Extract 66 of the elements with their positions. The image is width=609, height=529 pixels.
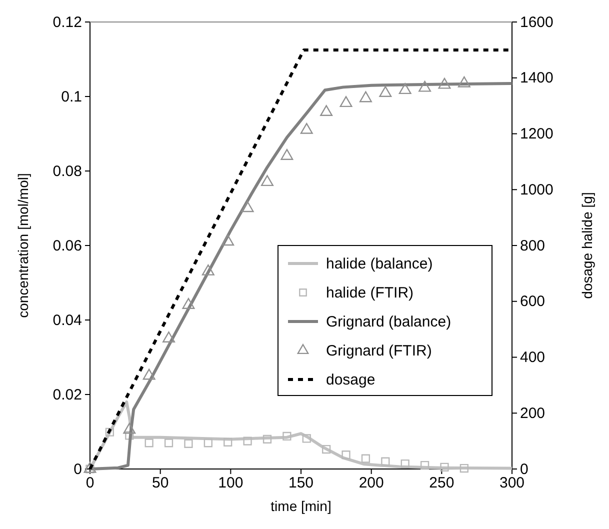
legend-label: halide (balance) xyxy=(326,256,433,272)
x-tick-label: 100 xyxy=(218,474,244,492)
point xyxy=(379,86,392,97)
point xyxy=(261,175,274,186)
y2-tick-label: 1000 xyxy=(520,181,554,198)
x-tick-label: 250 xyxy=(429,474,454,492)
y2-axis-title: dosage halide [g] xyxy=(579,192,595,299)
y2-tick-label: 800 xyxy=(520,237,546,254)
y2-tick-label: 1200 xyxy=(520,126,554,143)
point xyxy=(123,422,136,434)
y-axis-title: concentration [mol/mol] xyxy=(15,173,31,318)
legend-label: Grignard (FTIR) xyxy=(326,342,432,360)
point xyxy=(418,80,432,92)
legend-label: Grignard (balance) xyxy=(326,314,452,330)
y2-tick-label: 200 xyxy=(520,404,546,422)
x-tick-label: 50 xyxy=(152,474,169,492)
point xyxy=(381,457,390,466)
point xyxy=(361,454,370,463)
y2-tick-label: 600 xyxy=(520,293,546,310)
point xyxy=(460,464,468,473)
y2-tick-label: 1400 xyxy=(520,70,554,87)
legend-label: halide (FTIR) xyxy=(326,284,414,302)
x-tick-label: 0 xyxy=(86,474,94,492)
point xyxy=(105,428,114,436)
point xyxy=(164,438,174,448)
point xyxy=(204,438,212,448)
point xyxy=(184,439,193,448)
y2-tick-label: 1600 xyxy=(520,14,554,31)
point xyxy=(438,78,451,89)
point xyxy=(322,444,331,454)
y2-tick-label: 400 xyxy=(520,349,546,366)
point xyxy=(202,264,214,276)
point xyxy=(440,462,449,472)
point xyxy=(340,96,352,108)
y-tick-label: 0.12 xyxy=(52,14,82,31)
point xyxy=(420,460,430,470)
point xyxy=(224,438,232,446)
y-tick-label: 0 xyxy=(74,460,82,478)
point xyxy=(359,91,372,102)
point xyxy=(243,436,252,446)
x-tick-label: 200 xyxy=(358,474,384,492)
legend-label: dosage xyxy=(326,372,376,388)
point xyxy=(280,148,294,160)
x-tick-label: 150 xyxy=(288,474,314,492)
point xyxy=(282,432,292,441)
point xyxy=(342,450,350,460)
point xyxy=(222,234,234,246)
point xyxy=(302,434,311,443)
point xyxy=(144,438,154,448)
y-tick-label: 0.02 xyxy=(52,386,82,404)
point xyxy=(320,105,333,116)
point xyxy=(162,332,176,342)
point xyxy=(182,298,195,309)
point xyxy=(262,434,272,444)
x-axis-title: time [min] xyxy=(270,498,332,514)
y-tick-label: 0.04 xyxy=(52,312,82,329)
y-tick-label: 0.08 xyxy=(52,162,82,180)
point xyxy=(458,76,470,88)
y-tick-label: 0.06 xyxy=(52,237,82,254)
y-tick-label: 0.1 xyxy=(61,88,82,106)
point xyxy=(400,459,410,468)
point xyxy=(398,83,412,94)
point xyxy=(125,431,134,440)
point xyxy=(241,201,254,212)
point xyxy=(300,122,313,134)
point xyxy=(142,368,156,380)
